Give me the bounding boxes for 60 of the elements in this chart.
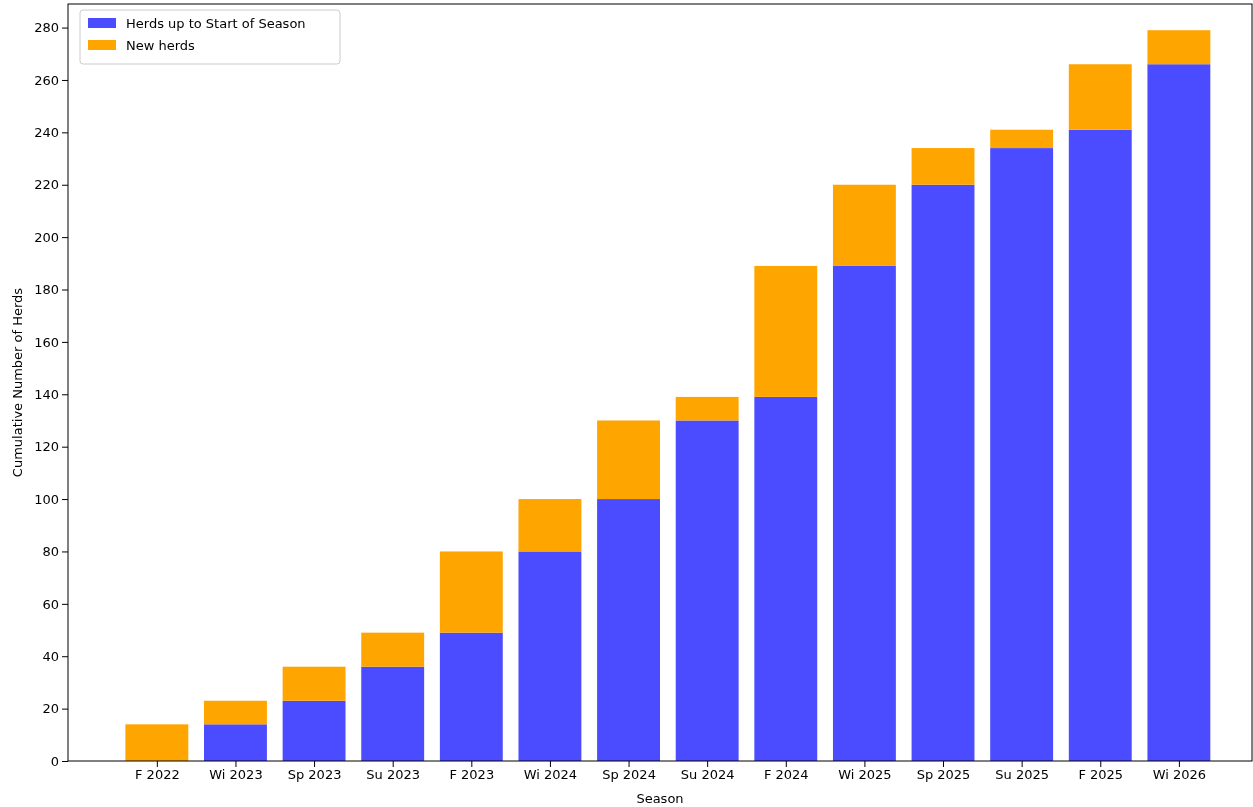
bar (1068, 64, 1132, 130)
y-tick-label: 160 (34, 334, 59, 350)
y-tick-label: 260 (34, 72, 59, 88)
bar (361, 632, 425, 667)
x-tick-label: Su 2023 (366, 767, 421, 783)
bar (911, 148, 975, 185)
bar (282, 666, 346, 701)
bar (1147, 30, 1211, 65)
bar (990, 148, 1054, 761)
legend-label: Herds up to Start of Season (126, 16, 306, 31)
bar (361, 666, 425, 761)
bar (204, 700, 267, 725)
bar (125, 724, 189, 761)
bar (518, 551, 582, 761)
y-tick-label: 280 (34, 20, 59, 36)
x-tick-label: Wi 2024 (523, 767, 578, 783)
bar (282, 700, 346, 761)
bar (832, 265, 896, 761)
x-tick-label: Wi 2025 (838, 767, 892, 783)
y-tick-label: 20 (42, 701, 59, 717)
bar (832, 184, 896, 266)
y-tick-label: 40 (42, 648, 59, 664)
bar (1147, 64, 1211, 761)
y-tick-label: 200 (34, 229, 59, 245)
y-tick-label: 220 (34, 177, 59, 193)
bar (754, 396, 818, 761)
bar (675, 396, 739, 421)
legend-label: New herds (126, 38, 196, 53)
x-tick-label: Sp 2023 (287, 767, 342, 783)
bar (675, 420, 739, 761)
y-tick-label: 80 (42, 544, 59, 560)
bar (990, 129, 1054, 149)
bar (754, 265, 818, 397)
x-tick-label: F 2022 (134, 767, 180, 783)
bar (518, 499, 582, 552)
y-tick-label: 120 (34, 439, 59, 455)
y-tick-label: 140 (34, 386, 59, 402)
x-tick-label: F 2025 (1078, 767, 1124, 783)
y-tick-label: 100 (34, 491, 59, 507)
x-tick-label: F 2024 (763, 767, 809, 783)
y-tick-label: 0 (50, 753, 59, 769)
x-tick-label: Su 2024 (680, 767, 735, 783)
x-axis-title: Season (636, 791, 684, 806)
y-axis-title: Cumulative Number of Herds (10, 287, 25, 478)
bar (597, 420, 660, 500)
bar (204, 724, 267, 761)
bar (439, 551, 503, 633)
y-tick-label: 180 (34, 282, 59, 298)
y-tick-label: 240 (34, 125, 59, 141)
x-tick-label: F 2023 (449, 767, 495, 783)
x-tick-label: Wi 2023 (209, 767, 263, 783)
bar (597, 499, 660, 761)
y-tick-label: 60 (42, 596, 59, 612)
bar (439, 632, 503, 761)
bar (1068, 129, 1132, 761)
bar (911, 184, 975, 761)
x-tick-label: Wi 2026 (1152, 767, 1207, 783)
x-tick-label: Sp 2025 (916, 767, 971, 783)
x-tick-label: Sp 2024 (602, 767, 656, 783)
x-tick-label: Su 2025 (995, 767, 1050, 783)
